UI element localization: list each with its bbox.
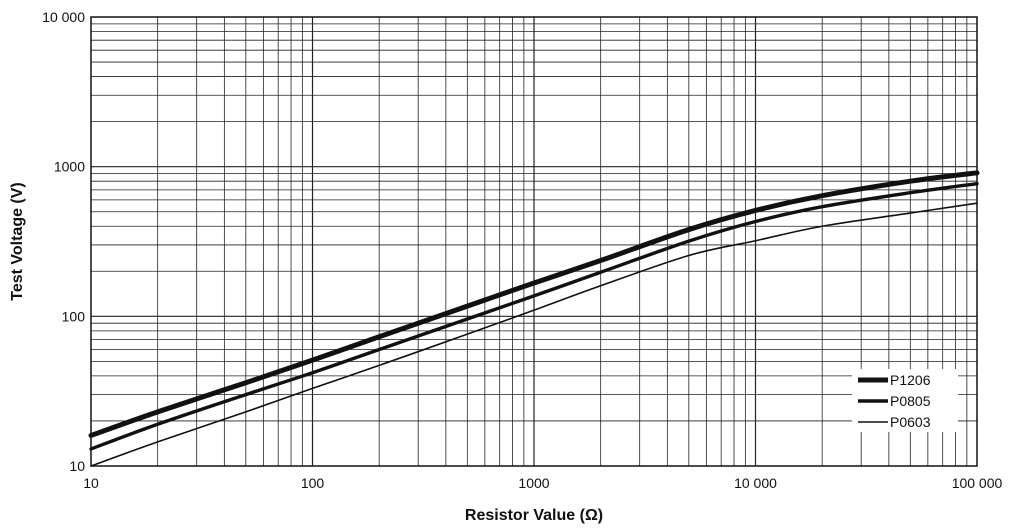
x-tick-label: 10 000	[734, 475, 777, 491]
x-tick-label: 10	[83, 475, 99, 491]
y-tick-label: 10 000	[42, 9, 85, 25]
legend-label-p0603: P0603	[890, 414, 931, 430]
y-tick-labels: 10 100 1000 10 000	[42, 9, 85, 474]
series-line-p0805	[89, 181, 979, 451]
y-tick-label: 1000	[54, 159, 85, 175]
plot-frame	[90, 16, 978, 467]
x-tick-labels: 10 100 1000 10 000 100 000	[83, 475, 1002, 491]
series-lines	[88, 170, 980, 467]
grid-lines	[91, 17, 977, 466]
x-axis-title: Resistor Value (Ω)	[465, 507, 603, 524]
legend-label-p1206: P1206	[890, 372, 931, 388]
series-line-p1206	[88, 170, 980, 438]
y-tick-label: 10	[69, 458, 85, 474]
series-line-p0603	[90, 202, 978, 467]
x-tick-label: 100	[301, 475, 325, 491]
legend-label-p0805: P0805	[890, 393, 931, 409]
y-tick-label: 100	[62, 308, 86, 324]
x-tick-label: 100 000	[952, 475, 1003, 491]
legend: P1206 P0805 P0603	[852, 369, 958, 432]
y-axis-title: Test Voltage (V)	[9, 182, 26, 301]
x-tick-label: 1000	[518, 475, 549, 491]
